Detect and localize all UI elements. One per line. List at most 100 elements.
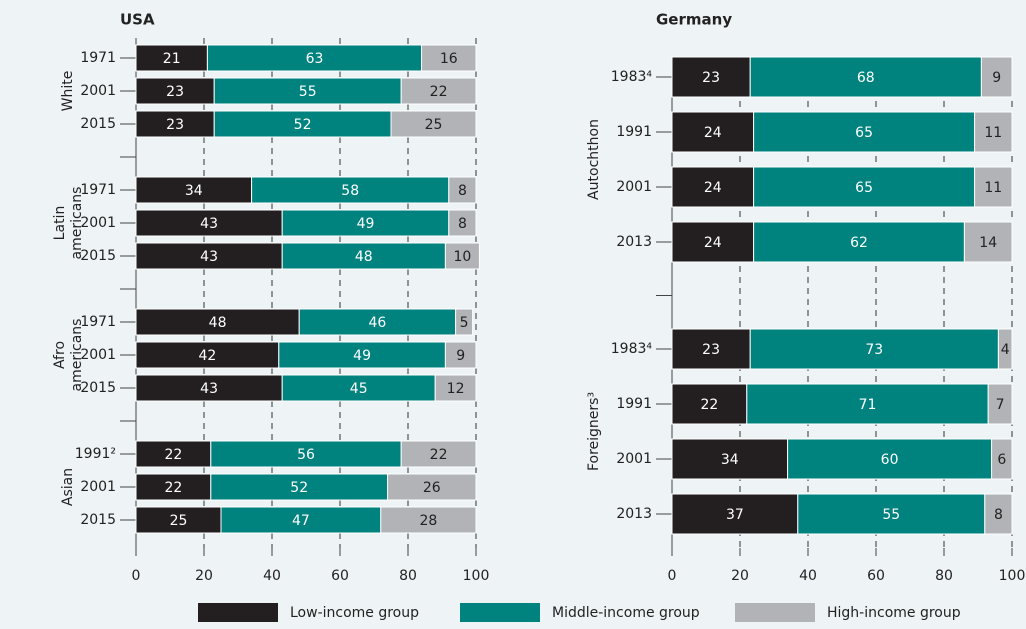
data-label: 7 [996,397,1005,413]
group-label-line: Latin [52,206,68,241]
bar-segment [455,308,474,336]
data-label: 65 [855,180,873,196]
bar-segment [753,111,976,153]
x-tick-label: 20 [195,568,213,584]
data-label: 25 [170,513,188,529]
data-label: 58 [341,183,359,199]
data-label: 48 [355,249,373,265]
bar-segment [991,438,1013,480]
bar-segment [400,440,477,468]
data-label: 56 [297,447,315,463]
bar-segment [987,383,1013,425]
data-label: 10 [453,249,471,265]
data-label: 11 [984,125,1002,141]
y-tick-label: 2001 [616,451,652,467]
group-label-line: americans [69,187,85,260]
group-label: Asian [60,468,76,506]
y-tick-label: 2001 [80,347,116,363]
data-label: 22 [430,447,448,463]
data-label: 22 [430,84,448,100]
data-label: 4 [1001,342,1010,358]
bar-segment [671,166,755,208]
chart-title: Germany [656,11,732,29]
bar-segment [797,493,986,535]
bar-segment [974,111,1013,153]
bar-segment [387,473,477,501]
bar-segment [298,308,457,336]
bar-segment [206,44,423,72]
bar-segment [671,328,751,370]
data-label: 49 [357,216,375,232]
data-label: 16 [440,51,458,67]
x-tick-label: 40 [799,568,817,584]
data-label: 65 [855,125,873,141]
x-tick-label: 100 [463,568,490,584]
data-label: 52 [290,480,308,496]
bar-segment [400,77,477,105]
y-tick-label: 2001 [616,179,652,195]
bar-segment [434,374,477,402]
group-label: White [60,71,76,112]
y-tick-label: 1971 [80,50,116,66]
data-label: 28 [419,513,437,529]
data-label: 45 [350,381,368,397]
data-label: 24 [704,125,722,141]
bar-segment [671,221,755,263]
group-label: Foreigners³ [586,392,602,471]
bar-segment [281,209,450,237]
y-tick-label: 1991 [616,124,652,140]
x-tick-label: 60 [331,568,349,584]
data-label: 5 [460,315,469,331]
data-label: 60 [881,452,899,468]
legend-swatch [460,603,540,622]
bar-segment [974,166,1013,208]
data-label: 37 [726,507,744,523]
group-label: Autochthon [586,119,602,200]
bar-segment [135,308,300,336]
x-tick-label: 0 [668,568,677,584]
y-tick-label: 2015 [80,248,116,264]
y-tick-label: 2001 [80,215,116,231]
data-label: 24 [704,235,722,251]
data-label: 68 [857,70,875,86]
data-label: 22 [700,397,718,413]
y-tick-label: 2013 [616,506,652,522]
data-label: 62 [850,235,868,251]
bar-segment [220,506,382,534]
data-label: 9 [992,70,1001,86]
data-label: 25 [425,117,443,133]
data-label: 22 [164,480,182,496]
bar-segment [135,77,215,105]
bar-segment [984,493,1013,535]
x-tick-label: 20 [731,568,749,584]
bar-segment [671,111,755,153]
x-tick-label: 80 [935,568,953,584]
bar-segment [753,166,976,208]
bar-segment [135,440,212,468]
y-tick-label: 2015 [80,116,116,132]
data-label: 22 [164,447,182,463]
data-label: 11 [984,180,1002,196]
bar-segment [448,176,477,204]
bar-segment [749,328,999,370]
data-label: 14 [979,235,997,251]
y-tick-label: 1971 [80,314,116,330]
bar-segment [281,242,446,270]
group-label-line: americans [69,319,85,392]
bar-segment [671,383,748,425]
data-label: 42 [198,348,216,364]
bar-segment [380,506,477,534]
data-label: 63 [306,51,324,67]
group-label: Latinamericans [52,187,85,260]
data-label: 12 [447,381,465,397]
bar-segment [278,341,446,369]
data-label: 24 [704,180,722,196]
data-label: 55 [299,84,317,100]
bar-segment [135,110,215,138]
bar-segment [390,110,477,138]
bar-segment [213,77,402,105]
legend-label: Low-income group [290,605,419,621]
bar-segment [749,56,982,98]
data-label: 23 [702,70,720,86]
data-label: 8 [994,507,1003,523]
